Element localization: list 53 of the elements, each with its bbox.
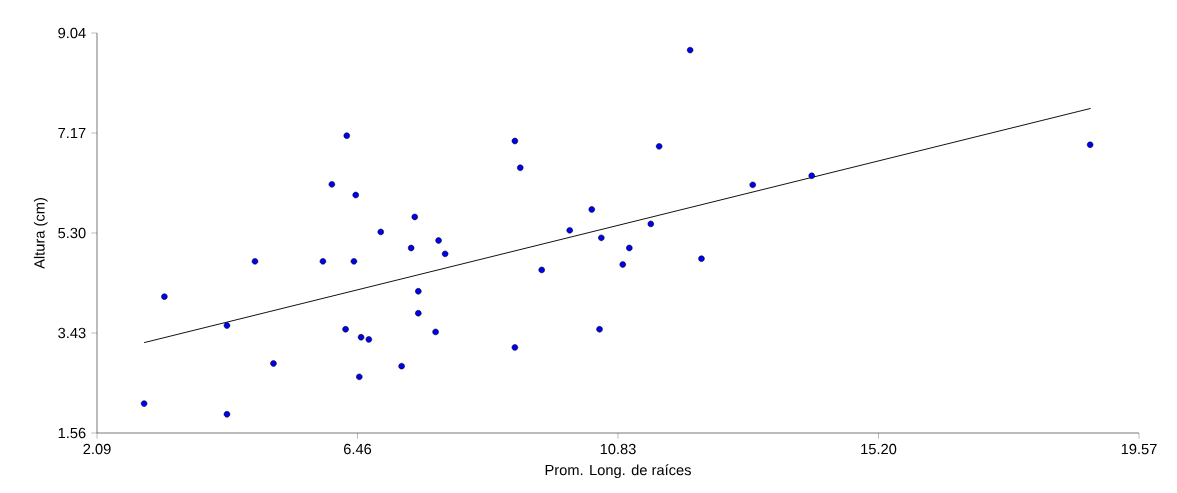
point xyxy=(686,46,694,54)
point xyxy=(270,360,277,367)
point xyxy=(328,181,336,188)
y-tick-label: 9.04 xyxy=(58,27,86,39)
point xyxy=(342,326,349,333)
x-tick-label: 19.57 xyxy=(1121,443,1157,455)
point xyxy=(588,206,595,213)
point xyxy=(350,258,358,265)
point xyxy=(1086,141,1094,148)
point xyxy=(415,310,422,317)
x-tick-label: 15.20 xyxy=(861,443,897,455)
x-tick-label: 10.83 xyxy=(600,443,636,455)
point xyxy=(161,293,168,300)
point xyxy=(598,234,605,242)
point xyxy=(511,137,519,145)
point xyxy=(398,362,405,370)
point xyxy=(415,288,422,295)
y-tick-label: 5.30 xyxy=(58,227,86,239)
point xyxy=(432,328,439,336)
point xyxy=(647,220,654,228)
y-tick-label: 3.43 xyxy=(58,327,86,339)
y-axis-title: Altura (cm) xyxy=(33,198,48,269)
point xyxy=(566,227,573,234)
point xyxy=(357,334,365,341)
x-axis-title: Prom. Long. de raíces xyxy=(545,464,691,479)
point xyxy=(407,244,415,252)
point xyxy=(538,266,545,274)
point xyxy=(343,132,350,139)
y-tick-label: 7.17 xyxy=(58,127,86,139)
point xyxy=(749,181,756,189)
x-tick-label: 6.46 xyxy=(343,443,372,455)
point xyxy=(626,244,633,252)
point xyxy=(698,255,705,262)
point xyxy=(435,237,442,244)
point xyxy=(441,250,449,258)
point xyxy=(365,336,373,343)
y-tick-label: 1.56 xyxy=(58,427,86,439)
point xyxy=(251,258,259,265)
point xyxy=(619,261,626,268)
point xyxy=(411,213,418,221)
point xyxy=(377,228,384,236)
point xyxy=(319,258,327,265)
point xyxy=(655,143,663,150)
point xyxy=(808,172,815,179)
point xyxy=(140,400,148,407)
point xyxy=(511,344,519,351)
point xyxy=(352,191,359,199)
point xyxy=(223,411,231,418)
point xyxy=(356,373,363,381)
point xyxy=(596,326,603,333)
point xyxy=(517,164,524,171)
x-tick-label: 2.09 xyxy=(83,443,111,455)
point xyxy=(223,322,231,329)
